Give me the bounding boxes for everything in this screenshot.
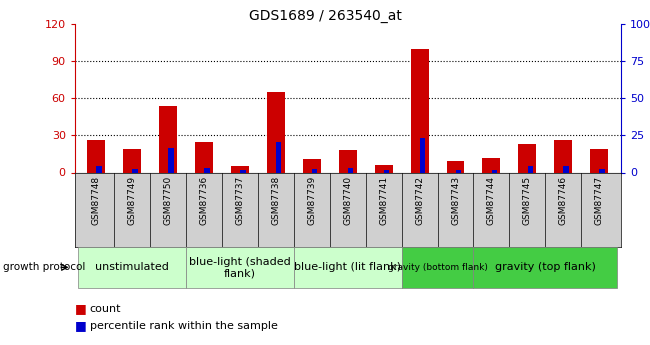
Bar — [312, 169, 317, 172]
Bar — [267, 92, 285, 172]
Text: blue-light (lit flank): blue-light (lit flank) — [294, 263, 401, 272]
Bar — [276, 141, 281, 172]
Bar — [420, 138, 425, 172]
Text: GSM87746: GSM87746 — [559, 176, 568, 225]
Text: ■: ■ — [75, 302, 86, 315]
Text: GSM87741: GSM87741 — [379, 176, 388, 225]
Bar — [96, 166, 102, 172]
Bar — [554, 140, 572, 172]
Text: GSM87739: GSM87739 — [307, 176, 317, 226]
Text: unstimulated: unstimulated — [96, 263, 169, 272]
Bar — [482, 158, 500, 172]
Bar — [124, 149, 141, 172]
Bar — [590, 149, 608, 172]
Bar — [374, 165, 393, 172]
Bar — [195, 141, 213, 172]
Bar — [519, 144, 536, 172]
Text: GSM87750: GSM87750 — [164, 176, 173, 226]
Bar — [186, 247, 294, 288]
Bar — [159, 106, 177, 172]
Text: count: count — [90, 304, 121, 314]
Bar — [294, 247, 402, 288]
Bar — [473, 247, 617, 288]
Text: GSM87737: GSM87737 — [235, 176, 244, 226]
Text: GSM87744: GSM87744 — [487, 176, 496, 225]
Text: GSM87743: GSM87743 — [451, 176, 460, 225]
Bar — [348, 168, 354, 172]
Bar — [204, 168, 210, 172]
Bar — [447, 161, 465, 172]
Text: percentile rank within the sample: percentile rank within the sample — [90, 321, 278, 331]
Text: GSM87748: GSM87748 — [92, 176, 101, 225]
Text: blue-light (shaded
flank): blue-light (shaded flank) — [189, 257, 291, 278]
Bar — [564, 166, 569, 172]
Bar — [456, 170, 461, 172]
Text: GSM87738: GSM87738 — [272, 176, 280, 226]
Text: gravity (bottom flank): gravity (bottom flank) — [387, 263, 488, 272]
Bar — [491, 170, 497, 172]
Text: GDS1689 / 263540_at: GDS1689 / 263540_at — [248, 9, 402, 23]
Bar — [411, 49, 428, 172]
Text: GSM87742: GSM87742 — [415, 176, 424, 225]
Text: GSM87749: GSM87749 — [127, 176, 136, 225]
Bar — [79, 247, 186, 288]
Bar — [402, 247, 473, 288]
Bar — [87, 140, 105, 172]
Bar — [339, 150, 357, 172]
Text: growth protocol: growth protocol — [3, 263, 86, 272]
Text: gravity (top flank): gravity (top flank) — [495, 263, 596, 272]
Bar — [168, 148, 174, 172]
Bar — [133, 169, 138, 172]
Bar — [240, 170, 246, 172]
Bar — [384, 170, 389, 172]
Text: ■: ■ — [75, 319, 86, 333]
Bar — [303, 159, 321, 172]
Text: GSM87736: GSM87736 — [200, 176, 209, 226]
Bar — [599, 169, 605, 172]
Text: GSM87740: GSM87740 — [343, 176, 352, 225]
Text: GSM87747: GSM87747 — [595, 176, 604, 225]
Text: GSM87745: GSM87745 — [523, 176, 532, 225]
Bar — [528, 166, 533, 172]
Bar — [231, 166, 249, 172]
